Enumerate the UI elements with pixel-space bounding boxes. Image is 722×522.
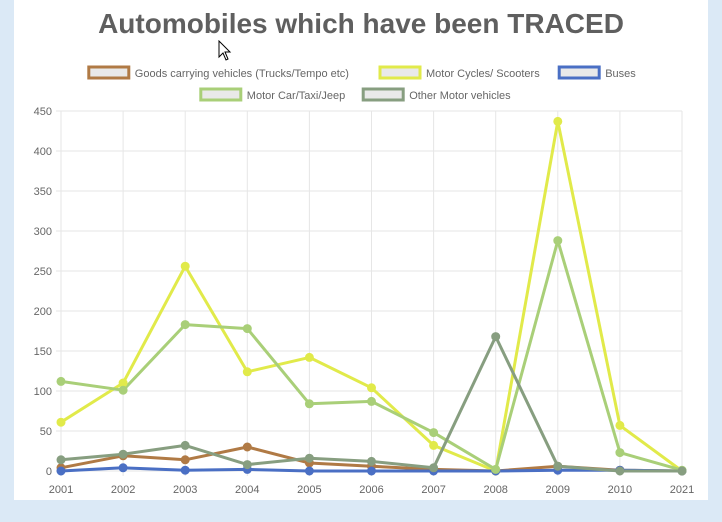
data-point (429, 428, 439, 438)
legend-label: Motor Cycles/ Scooters (426, 68, 540, 80)
chart-title: Automobiles which have been TRACED (98, 8, 624, 39)
data-point (180, 320, 190, 330)
data-point (615, 448, 625, 458)
x-axis: 2001 2002 2003 2004 2005 2006 2007 2008 2009 2010… (49, 484, 694, 496)
legend-label: Goods carrying vehicles (Trucks/Tempo et… (135, 68, 349, 80)
data-point (242, 442, 252, 452)
data-point (367, 383, 376, 393)
data-point (180, 440, 190, 450)
data-point (56, 376, 66, 386)
x-tick-label: 2001 (49, 484, 73, 496)
y-tick-label: 350 (34, 186, 52, 198)
x-tick-label: 2010 (608, 484, 632, 496)
grid (56, 110, 683, 476)
data-point (615, 420, 625, 430)
y-tick-label: 100 (34, 386, 52, 398)
series-lines (56, 116, 687, 476)
data-point (491, 464, 501, 474)
data-point (491, 332, 501, 342)
data-point (304, 399, 314, 409)
data-point (553, 116, 563, 126)
data-point (304, 466, 314, 476)
data-point (118, 449, 128, 459)
legend-label: Buses (605, 68, 636, 80)
data-point (553, 461, 563, 471)
legend: Goods carrying vehicles (Trucks/Tempo et… (87, 65, 636, 102)
data-point (304, 453, 314, 463)
x-tick-label: 2004 (235, 484, 259, 496)
data-point (367, 466, 376, 476)
data-point (180, 465, 190, 475)
y-tick-label: 200 (34, 306, 52, 318)
data-point (677, 466, 687, 476)
data-point (242, 324, 252, 334)
x-tick-label: 2008 (483, 484, 507, 496)
data-point (56, 466, 66, 476)
data-point (242, 460, 252, 470)
data-point (367, 456, 376, 466)
y-axis: 0 50 100 150 200 250 300 350 400 450 (34, 106, 52, 478)
data-point (180, 261, 190, 271)
x-tick-label: 2009 (546, 484, 570, 496)
data-point (553, 236, 563, 246)
x-tick-label: 2006 (359, 484, 383, 496)
data-point (242, 367, 252, 377)
legend-swatch (87, 65, 131, 80)
legend-swatch (557, 65, 601, 80)
y-tick-label: 250 (34, 266, 52, 278)
y-tick-label: 50 (40, 426, 52, 438)
legend-swatch (199, 87, 243, 102)
legend-swatch (378, 65, 422, 80)
y-tick-label: 0 (46, 466, 52, 478)
data-point (429, 440, 439, 450)
data-point (118, 385, 128, 395)
data-point (118, 463, 128, 473)
x-tick-label: 2003 (173, 484, 197, 496)
legend-label: Motor Car/Taxi/Jeep (247, 90, 345, 102)
y-tick-label: 150 (34, 346, 52, 358)
data-point (56, 417, 66, 427)
data-point (304, 352, 314, 362)
chart-panel (14, 0, 708, 500)
data-point (180, 455, 190, 465)
legend-swatch (361, 87, 405, 102)
data-point (56, 455, 66, 465)
x-tick-label: 2005 (297, 484, 321, 496)
y-tick-label: 450 (34, 106, 52, 118)
data-point (615, 466, 625, 476)
x-tick-label: 2007 (421, 484, 445, 496)
data-point (367, 396, 376, 406)
legend-label: Other Motor vehicles (409, 90, 511, 102)
y-tick-label: 400 (34, 146, 52, 158)
mouse-cursor-icon (218, 40, 232, 61)
y-tick-label: 300 (34, 226, 52, 238)
data-point (429, 463, 439, 473)
x-tick-label: 2021 (670, 484, 694, 496)
x-tick-label: 2002 (111, 484, 135, 496)
